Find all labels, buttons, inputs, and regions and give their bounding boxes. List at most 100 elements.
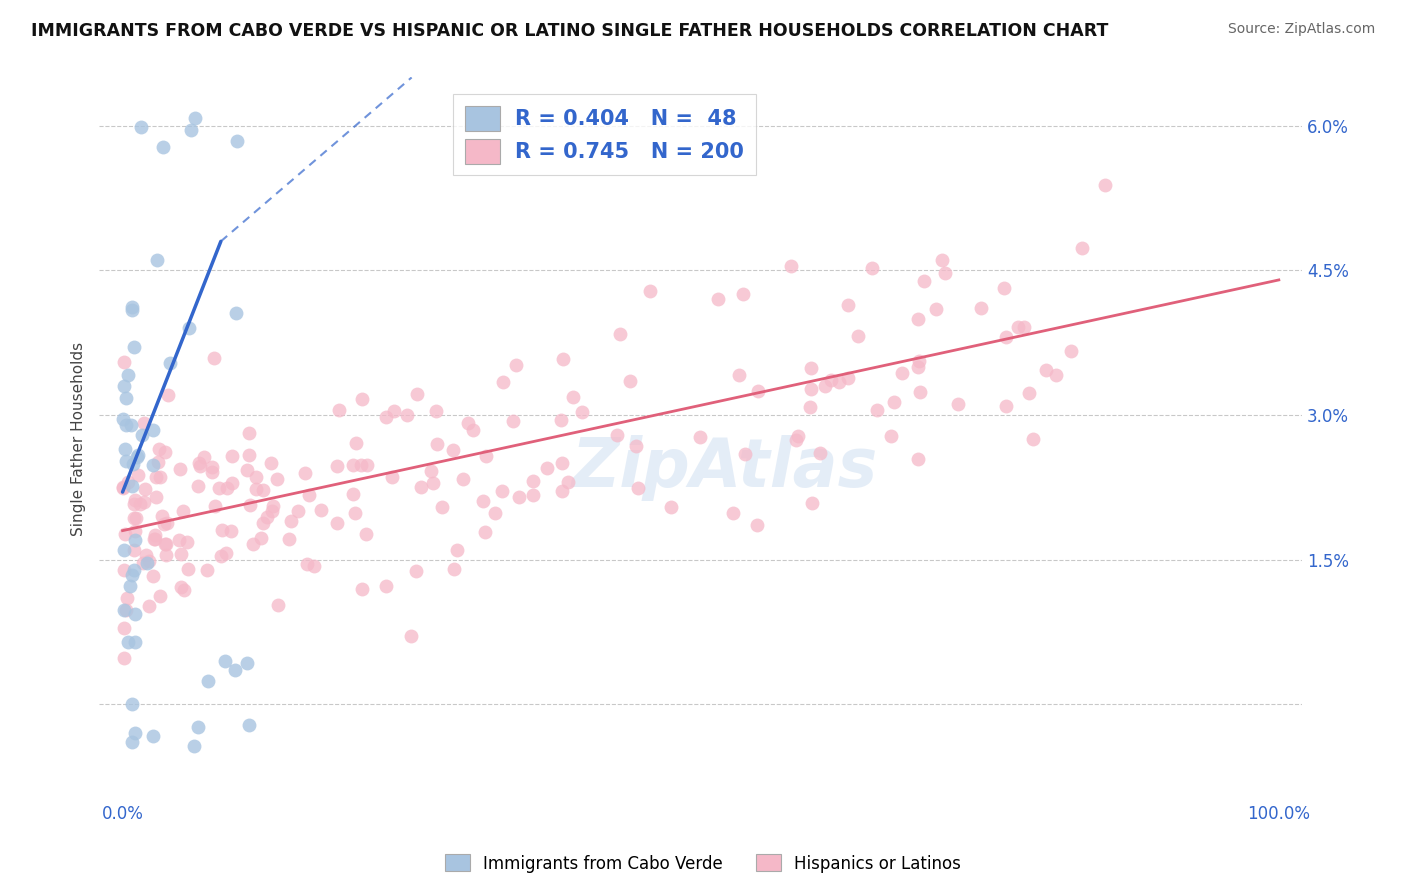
Point xyxy=(374,410,396,425)
Point xyxy=(606,428,628,442)
Point xyxy=(142,729,165,743)
Point xyxy=(297,557,319,571)
Point xyxy=(536,461,558,475)
Point xyxy=(122,562,145,576)
Point xyxy=(814,379,837,393)
Point xyxy=(609,327,631,342)
Point xyxy=(120,579,142,593)
Y-axis label: Single Father Households: Single Father Households xyxy=(72,342,86,536)
Point xyxy=(117,635,139,649)
Point xyxy=(202,351,225,366)
Point xyxy=(238,448,260,462)
Point xyxy=(112,564,135,578)
Point xyxy=(800,361,823,376)
Point xyxy=(800,382,823,396)
Point xyxy=(112,480,135,494)
Point xyxy=(146,455,169,469)
Point xyxy=(149,470,172,484)
Point xyxy=(860,261,883,276)
Point xyxy=(474,524,496,539)
Point xyxy=(446,542,468,557)
Point xyxy=(304,559,326,574)
Point xyxy=(136,556,159,570)
Point xyxy=(114,602,136,616)
Point xyxy=(294,467,316,481)
Point xyxy=(197,673,219,688)
Point xyxy=(131,556,153,570)
Point xyxy=(800,495,823,509)
Point xyxy=(344,435,367,450)
Point xyxy=(153,537,176,551)
Point xyxy=(179,321,201,335)
Point xyxy=(619,374,641,388)
Point xyxy=(287,504,309,518)
Point xyxy=(214,654,236,668)
Point xyxy=(138,599,160,613)
Point xyxy=(124,340,146,354)
Point xyxy=(551,456,574,470)
Point xyxy=(837,370,859,384)
Point xyxy=(721,506,744,520)
Point xyxy=(252,483,274,497)
Point xyxy=(195,563,218,577)
Point xyxy=(112,650,135,665)
Point xyxy=(184,111,207,125)
Point xyxy=(131,427,153,442)
Point xyxy=(142,569,165,583)
Point xyxy=(426,437,449,451)
Point xyxy=(115,602,138,616)
Point xyxy=(471,493,494,508)
Point xyxy=(125,450,148,465)
Text: IMMIGRANTS FROM CABO VERDE VS HISPANIC OR LATINO SINGLE FATHER HOUSEHOLDS CORREL: IMMIGRANTS FROM CABO VERDE VS HISPANIC O… xyxy=(31,22,1108,40)
Point xyxy=(475,450,498,464)
Point xyxy=(522,488,544,502)
Point xyxy=(342,458,364,472)
Point xyxy=(550,413,572,427)
Point xyxy=(441,443,464,458)
Point xyxy=(122,458,145,472)
Point xyxy=(115,453,138,467)
Point xyxy=(201,460,224,475)
Point xyxy=(238,717,260,731)
Point xyxy=(492,376,515,390)
Point xyxy=(177,562,200,576)
Point xyxy=(159,356,181,370)
Point xyxy=(112,543,135,558)
Point xyxy=(993,281,1015,295)
Point xyxy=(156,388,179,402)
Point xyxy=(204,500,226,514)
Point xyxy=(260,456,283,470)
Point xyxy=(883,395,905,409)
Point xyxy=(121,302,143,317)
Point xyxy=(170,548,193,562)
Point xyxy=(252,516,274,531)
Point xyxy=(846,329,869,343)
Point xyxy=(183,739,205,754)
Point xyxy=(747,384,769,398)
Point xyxy=(143,532,166,546)
Point xyxy=(395,408,418,422)
Point xyxy=(880,429,903,443)
Point xyxy=(256,510,278,524)
Point xyxy=(111,412,134,426)
Point xyxy=(430,500,453,514)
Point xyxy=(374,579,396,593)
Point xyxy=(890,367,912,381)
Point xyxy=(342,487,364,501)
Point xyxy=(125,511,148,525)
Point xyxy=(180,123,202,137)
Point xyxy=(422,476,444,491)
Point xyxy=(349,458,371,472)
Point xyxy=(132,417,155,431)
Point xyxy=(135,548,157,562)
Point xyxy=(508,490,530,504)
Point xyxy=(399,629,422,643)
Point xyxy=(907,311,929,326)
Point xyxy=(209,549,232,563)
Point xyxy=(188,458,211,473)
Point xyxy=(146,252,169,267)
Point xyxy=(226,134,249,148)
Point xyxy=(934,266,956,280)
Point xyxy=(626,440,648,454)
Point xyxy=(122,497,145,511)
